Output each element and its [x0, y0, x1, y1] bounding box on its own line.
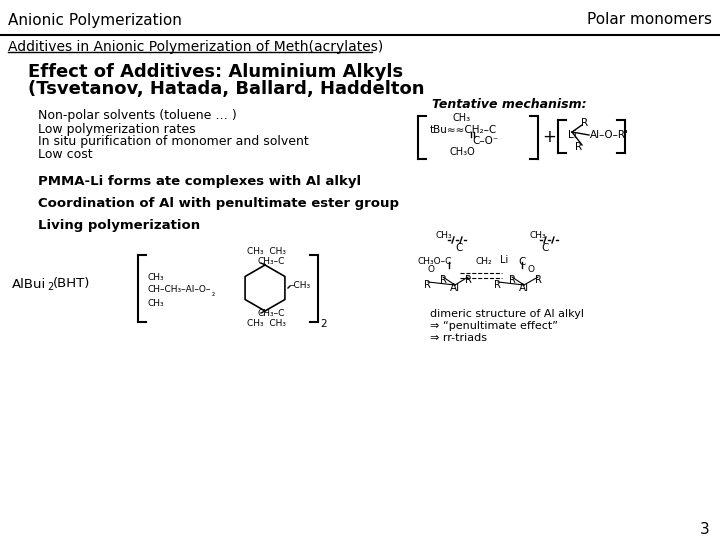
Text: ⇒ rr-triads: ⇒ rr-triads	[430, 333, 487, 343]
Text: AlBui: AlBui	[12, 278, 46, 291]
Text: Al–O–R': Al–O–R'	[590, 130, 629, 140]
Text: tBu≈≈CH₂–C: tBu≈≈CH₂–C	[430, 125, 498, 135]
Text: Anionic Polymerization: Anionic Polymerization	[8, 12, 182, 28]
Text: Li: Li	[500, 255, 508, 265]
Text: CH₃: CH₃	[530, 231, 546, 240]
Text: (Tsvetanov, Hatada, Ballard, Haddelton: (Tsvetanov, Hatada, Ballard, Haddelton	[28, 80, 425, 98]
Text: R: R	[582, 118, 588, 128]
Text: ₂: ₂	[212, 288, 215, 298]
Text: Li: Li	[568, 130, 577, 140]
Text: Non-polar solvents (toluene … ): Non-polar solvents (toluene … )	[38, 110, 237, 123]
Text: R: R	[508, 275, 516, 285]
Text: Al: Al	[450, 283, 460, 293]
Text: CH₃  CH₃: CH₃ CH₃	[247, 246, 286, 255]
Text: Polar monomers: Polar monomers	[587, 12, 712, 28]
Text: –CH₃: –CH₃	[290, 281, 311, 291]
Text: Low polymerization rates: Low polymerization rates	[38, 123, 196, 136]
Text: 2: 2	[47, 282, 53, 292]
Text: Coordination of Al with penultimate ester group: Coordination of Al with penultimate este…	[38, 197, 399, 210]
Text: Tentative mechanism:: Tentative mechanism:	[432, 98, 587, 111]
Text: (BHT): (BHT)	[53, 278, 91, 291]
Text: Living polymerization: Living polymerization	[38, 219, 200, 232]
Text: CH–CH₃–Al–O–: CH–CH₃–Al–O–	[148, 286, 212, 294]
Text: CH₃: CH₃	[435, 231, 451, 240]
Text: R: R	[575, 142, 582, 152]
Text: Effect of Additives: Aluminium Alkyls: Effect of Additives: Aluminium Alkyls	[28, 63, 403, 81]
Text: dimeric structure of Al alkyl: dimeric structure of Al alkyl	[430, 309, 584, 319]
Text: Low cost: Low cost	[38, 148, 93, 161]
Text: C: C	[541, 243, 549, 253]
Text: R: R	[494, 280, 500, 290]
Text: R: R	[423, 280, 431, 290]
Text: PMMA-Li forms ate complexes with Al alkyl: PMMA-Li forms ate complexes with Al alky…	[38, 176, 361, 188]
Text: C–O⁻: C–O⁻	[472, 136, 498, 146]
Text: CH₃–C: CH₃–C	[257, 256, 284, 266]
Text: CH₃: CH₃	[148, 273, 165, 281]
Text: CH₂: CH₂	[475, 258, 492, 267]
Text: R: R	[534, 275, 541, 285]
Text: CH₃–C: CH₃–C	[257, 309, 284, 319]
Text: CH₃O: CH₃O	[449, 147, 475, 157]
Text: C: C	[518, 257, 526, 267]
Text: 3: 3	[701, 523, 710, 537]
Text: CH₃  CH₃: CH₃ CH₃	[247, 320, 286, 328]
Text: CH₃: CH₃	[453, 113, 471, 123]
Text: CH₃: CH₃	[148, 299, 165, 307]
Text: ⇒ “penultimate effect”: ⇒ “penultimate effect”	[430, 321, 558, 331]
Text: 2: 2	[320, 319, 327, 329]
Text: In situ purification of monomer and solvent: In situ purification of monomer and solv…	[38, 136, 309, 148]
Text: CH₃O–C: CH₃O–C	[418, 258, 452, 267]
Text: C: C	[455, 243, 463, 253]
Text: +: +	[542, 128, 556, 146]
Text: Al: Al	[519, 283, 529, 293]
Text: O: O	[527, 266, 534, 274]
Text: R: R	[440, 275, 446, 285]
Text: Additives in Anionic Polymerization of Meth(acrylates): Additives in Anionic Polymerization of M…	[8, 40, 383, 54]
Text: O: O	[427, 266, 434, 274]
Text: R: R	[464, 275, 472, 285]
